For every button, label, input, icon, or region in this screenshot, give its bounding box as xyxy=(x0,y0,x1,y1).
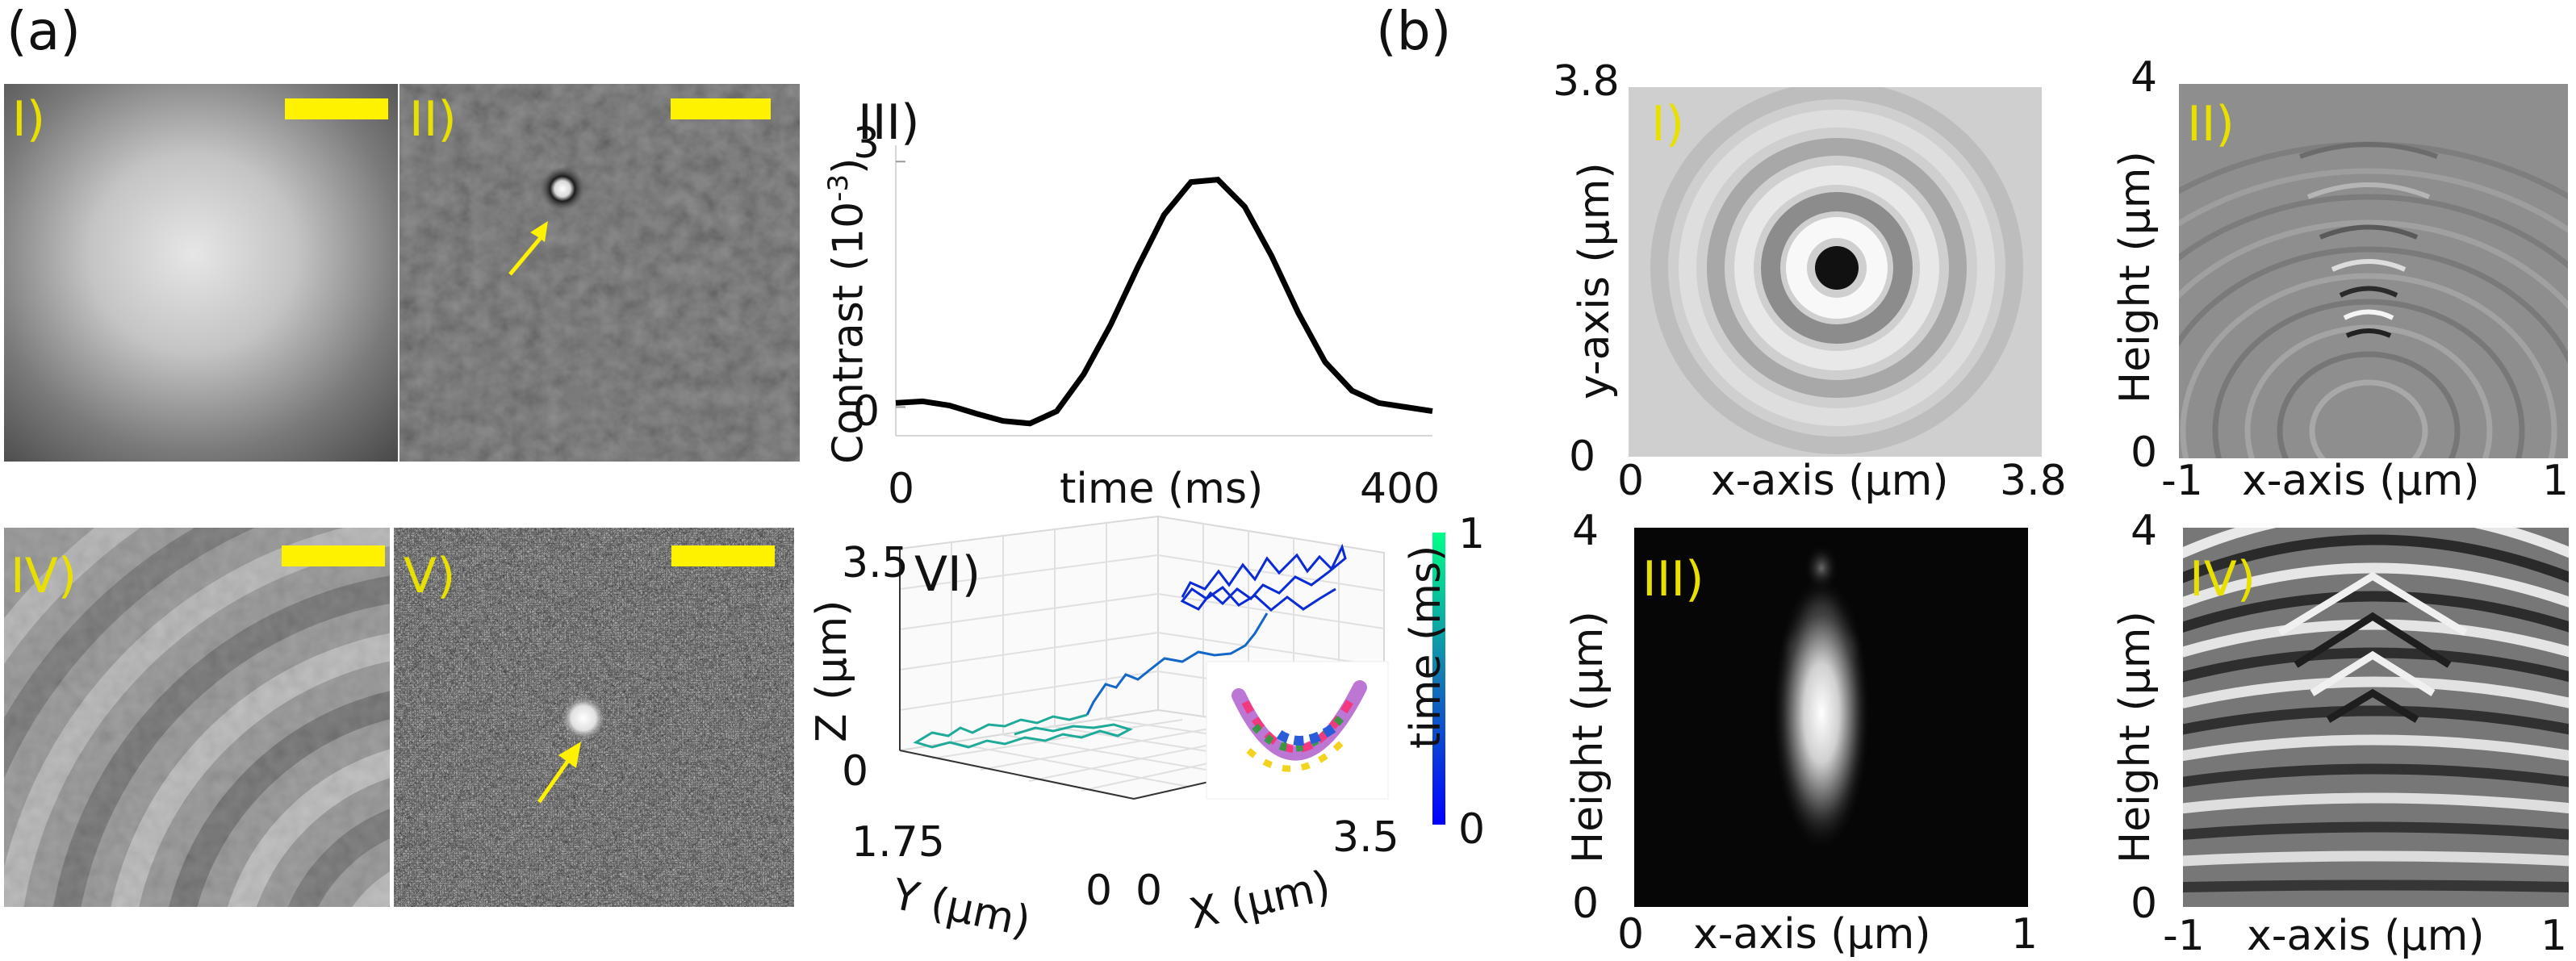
b1-y-tick-3.8: 3.8 xyxy=(1553,57,1620,106)
b3-y-tick-4: 4 xyxy=(1572,507,1600,555)
image-a1-graphic xyxy=(4,84,398,462)
trajectory-lower xyxy=(913,713,1133,749)
label-b4: IV) xyxy=(2189,551,2256,608)
y-tick-0: 0 xyxy=(1085,867,1113,915)
b3-x-tick-0: 0 xyxy=(1617,910,1645,959)
x-tick-0: 0 xyxy=(1135,867,1163,915)
label-a6: VI) xyxy=(914,546,981,603)
b2-y-label: Height (µm) xyxy=(2111,151,2160,403)
scale-bar-a1 xyxy=(285,98,388,119)
contrast-series-line xyxy=(895,176,1433,427)
colorbar-label: time (ms) xyxy=(1402,545,1450,749)
b3-x-label: x-axis (µm) xyxy=(1693,910,1931,959)
contrast-y-tick-3: 3 xyxy=(853,119,880,168)
b1-x-tick-3.8: 3.8 xyxy=(2000,457,2067,505)
b3-y-label: Height (µm) xyxy=(1564,611,1612,863)
colorbar-tick-1: 1 xyxy=(1458,510,1486,558)
colorbar-tick-0: 0 xyxy=(1458,805,1486,854)
scale-bar-a2 xyxy=(671,98,771,119)
label-a4: IV) xyxy=(10,548,77,604)
label-a5: V) xyxy=(404,548,456,604)
image-b1-graphic xyxy=(1629,87,2042,457)
x-tick-3.5: 3.5 xyxy=(1332,813,1399,862)
label-b3: III) xyxy=(1642,551,1704,608)
label-b1: I) xyxy=(1651,96,1685,153)
image-b4: IV) xyxy=(2183,528,2569,907)
image-a5-graphic xyxy=(394,528,794,907)
contrast-y-tick-0: 0 xyxy=(853,387,880,436)
label-a2: II) xyxy=(409,91,457,148)
label-a1: I) xyxy=(12,91,46,148)
y-tick-1.75: 1.75 xyxy=(851,818,945,867)
contrast-x-tick-400: 400 xyxy=(1360,465,1441,513)
image-b3-graphic xyxy=(1634,528,2028,907)
trajectory-upper xyxy=(1180,543,1347,612)
image-a5: V) xyxy=(394,528,794,907)
label-a3: III) xyxy=(858,94,920,151)
image-a2: II) xyxy=(399,84,800,462)
contrast-plot-svg xyxy=(895,145,1433,437)
panel-b-label: (b) xyxy=(1376,0,1452,62)
arrow-icon xyxy=(506,221,548,278)
trajectory-3d: VI) 3.5 0 Z (µm) 1.75 0 Y (µm) 0 3.5 X (… xyxy=(803,508,1485,958)
image-b2-graphic xyxy=(2179,84,2568,458)
b3-x-tick-1: 1 xyxy=(2011,910,2039,959)
b1-x-label: x-axis (µm) xyxy=(1711,457,1949,505)
b2-y-tick-0: 0 xyxy=(2131,428,2158,477)
b2-y-tick-4: 4 xyxy=(2131,53,2158,102)
trajectory-middle xyxy=(1085,612,1269,716)
image-a1: I) xyxy=(4,84,398,462)
b2-x-tick-1: 1 xyxy=(2542,457,2570,505)
b4-x-tick-1: 1 xyxy=(2540,912,2568,960)
contrast-x-tick-0: 0 xyxy=(888,465,915,513)
contrast-plot: III) Contrast (10-3) 0 3 0 400 time (ms) xyxy=(803,89,1465,524)
z-axis-label: Z (µm) xyxy=(808,600,856,742)
b4-x-label: x-axis (µm) xyxy=(2247,912,2485,960)
b4-y-tick-4: 4 xyxy=(2131,507,2158,555)
b4-y-tick-0: 0 xyxy=(2131,880,2158,928)
b2-x-label: x-axis (µm) xyxy=(2242,457,2480,505)
panel-a-label: (a) xyxy=(6,0,81,62)
image-a4-graphic xyxy=(4,528,390,907)
image-b1: I) xyxy=(1629,87,2042,457)
image-a4: IV) xyxy=(4,528,390,907)
b1-y-label: y-axis (µm) xyxy=(1570,162,1619,399)
label-b2: II) xyxy=(2187,96,2235,153)
z-tick-0: 0 xyxy=(842,747,869,796)
image-b2: II) xyxy=(2179,84,2568,458)
image-a2-graphic xyxy=(399,84,800,462)
contrast-x-label: time (ms) xyxy=(1060,465,1264,513)
trajectory-3d-svg xyxy=(899,515,1445,825)
scale-bar-a4 xyxy=(282,545,385,566)
z-tick-3.5: 3.5 xyxy=(842,539,909,587)
image-b3: III) xyxy=(1634,528,2028,907)
b4-x-tick-neg1: -1 xyxy=(2163,912,2205,960)
image-b4-graphic xyxy=(2183,528,2569,907)
b3-y-tick-0: 0 xyxy=(1572,880,1600,928)
b4-y-label: Height (µm) xyxy=(2111,611,2160,863)
scale-bar-a5 xyxy=(671,545,775,566)
b2-x-tick-neg1: -1 xyxy=(2161,457,2203,505)
contrast-y-label-exp: -3 xyxy=(822,173,855,202)
b1-x-tick-0: 0 xyxy=(1617,457,1645,505)
b1-y-tick-0: 0 xyxy=(1569,432,1596,481)
colorbar xyxy=(1432,533,1445,825)
arrow-icon xyxy=(558,742,581,768)
